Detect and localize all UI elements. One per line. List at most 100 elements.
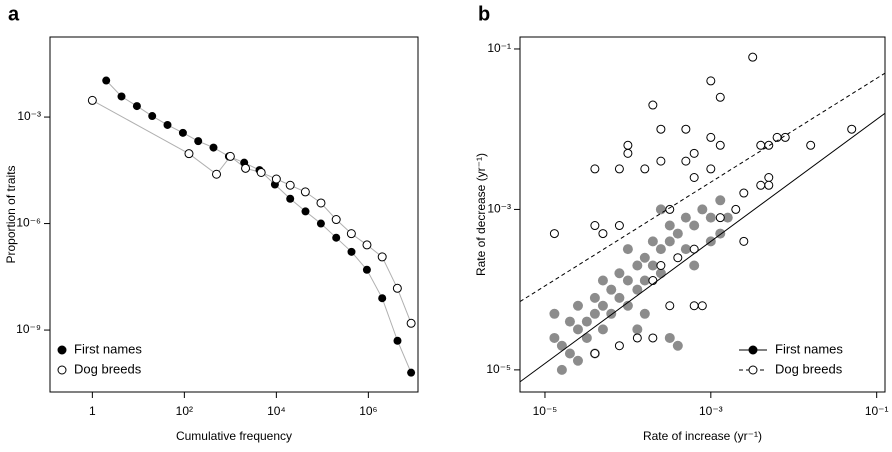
data-point (347, 247, 356, 256)
data-point (316, 198, 326, 208)
y-tick-label: 10⁻³ (17, 109, 41, 123)
data-point (622, 244, 633, 255)
data-point (377, 252, 387, 262)
data-point (209, 143, 218, 152)
data-point (648, 276, 658, 286)
data-point (393, 336, 402, 345)
data-point (681, 156, 691, 166)
data-point (756, 180, 766, 190)
legend-label: First names (74, 341, 142, 356)
data-point (632, 324, 643, 335)
data-point (184, 149, 194, 159)
data-point (178, 128, 187, 137)
data-point (589, 308, 600, 319)
data-point (598, 229, 608, 239)
data-point (117, 92, 126, 101)
data-point (597, 300, 608, 311)
data-point (549, 332, 560, 343)
data-point (673, 253, 683, 263)
data-point (705, 212, 716, 223)
data-point (847, 124, 857, 134)
x-tick-label: 10⁻³ (699, 404, 723, 418)
data-point (715, 92, 725, 102)
data-point (647, 236, 658, 247)
data-point (739, 236, 749, 246)
legend-marker (748, 345, 758, 355)
legend-label: Dog breeds (775, 361, 843, 376)
data-point (639, 252, 650, 263)
x-axis-label: Cumulative frequency (176, 429, 292, 443)
data-point (590, 164, 600, 174)
y-tick-label: 10⁻⁶ (16, 216, 41, 230)
panel-label: a (8, 3, 20, 25)
data-point (665, 301, 675, 311)
data-point (639, 275, 650, 286)
data-point (756, 140, 766, 150)
data-point (672, 228, 683, 239)
x-tick-label: 10⁻⁵ (533, 404, 558, 418)
data-point (806, 140, 816, 150)
legend-label: Dog breeds (74, 361, 142, 376)
data-point (706, 132, 716, 142)
legend-label: First names (775, 341, 843, 356)
data-point (715, 213, 725, 223)
data-point (680, 212, 691, 223)
connector-line (105, 80, 412, 373)
data-point (589, 292, 600, 303)
data-point (689, 220, 700, 231)
data-point (362, 265, 371, 274)
y-tick-label: 10⁻⁵ (486, 362, 511, 376)
data-point (102, 76, 111, 85)
y-axis-label: Rate of decrease (yr⁻¹) (474, 153, 488, 276)
data-point (697, 204, 708, 215)
data-point (564, 316, 575, 327)
plot-frame (519, 36, 886, 393)
data-point (614, 268, 625, 279)
data-point (681, 124, 691, 134)
data-point (597, 275, 608, 286)
data-point (623, 140, 633, 150)
data-point (656, 261, 666, 271)
data-point (639, 308, 650, 319)
plot-frame (49, 36, 419, 393)
data-point (407, 368, 416, 377)
data-point (87, 95, 97, 105)
data-point (286, 194, 295, 203)
data-point (665, 204, 675, 214)
data-point (572, 355, 583, 366)
data-point (655, 244, 666, 255)
data-point (590, 221, 600, 231)
data-point (256, 167, 266, 177)
data-point (648, 100, 658, 110)
data-point (772, 132, 782, 142)
fit-line (520, 72, 885, 303)
data-point (572, 324, 583, 335)
y-tick-label: 10⁻⁹ (16, 322, 41, 336)
data-point (689, 301, 699, 311)
data-point (623, 148, 633, 158)
data-point (632, 260, 643, 271)
y-tick-label: 10⁻³ (487, 202, 511, 216)
data-point (614, 292, 625, 303)
data-point (581, 316, 592, 327)
data-point (689, 172, 699, 182)
y-axis-label: Proportion of traits (4, 165, 18, 263)
fit-line (520, 112, 885, 383)
x-tick-label: 10² (176, 404, 193, 418)
data-point (689, 148, 699, 158)
data-point (706, 164, 716, 174)
data-point (764, 140, 774, 150)
data-point (672, 340, 683, 351)
data-point (656, 156, 666, 166)
connector-line (92, 99, 412, 324)
data-point (572, 300, 583, 311)
data-point (697, 301, 707, 311)
data-point (614, 341, 624, 351)
data-point (614, 164, 624, 174)
data-point (764, 172, 774, 182)
x-tick-label: 1 (89, 404, 96, 418)
data-point (225, 151, 235, 161)
data-point (392, 283, 402, 293)
data-point (731, 204, 741, 214)
data-point (640, 164, 650, 174)
